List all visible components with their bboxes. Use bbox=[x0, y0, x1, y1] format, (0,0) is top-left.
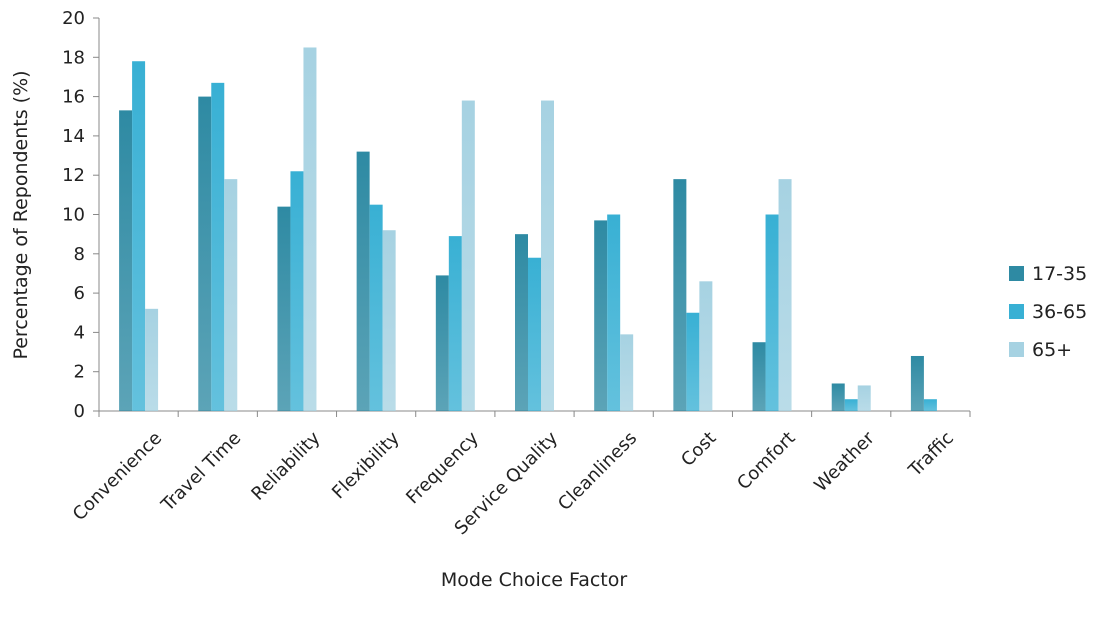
bar-36-65-convenience bbox=[132, 61, 146, 411]
bars bbox=[119, 47, 937, 411]
bar-17-35-flexibility bbox=[356, 151, 370, 411]
x-tick-label: Comfort bbox=[733, 428, 799, 494]
bar-17-35-comfort bbox=[752, 342, 766, 411]
y-tick-label: 6 bbox=[74, 283, 85, 304]
x-tick-label: Weather bbox=[810, 427, 879, 496]
bar-36-65-cleanliness bbox=[607, 214, 621, 411]
bar-17-35-reliability bbox=[277, 206, 291, 411]
x-tick-label: Traffic bbox=[904, 428, 958, 482]
bar-17-35-travel-time bbox=[198, 96, 212, 411]
legend-label: 17-35 bbox=[1032, 263, 1087, 285]
bar-17-35-convenience bbox=[119, 110, 133, 411]
bar-17-35-frequency bbox=[435, 275, 449, 411]
x-axis bbox=[98, 410, 971, 417]
y-tick-label: 4 bbox=[74, 322, 85, 343]
bar-17-35-weather bbox=[831, 383, 845, 411]
bar-65+-cost bbox=[699, 281, 713, 411]
y-tick-label: 18 bbox=[62, 47, 85, 68]
bar-36-65-traffic bbox=[923, 399, 937, 411]
legend-swatch bbox=[1009, 304, 1024, 319]
bar-17-35-cleanliness bbox=[594, 220, 608, 411]
y-axis-title: Percentage of Repondents (%) bbox=[10, 70, 32, 359]
bar-36-65-travel-time bbox=[211, 82, 225, 411]
legend-swatch bbox=[1009, 342, 1024, 357]
legend: 17-35 36-65 65+ bbox=[1009, 263, 1087, 361]
bar-36-65-weather bbox=[844, 399, 858, 411]
bar-17-35-service-quality bbox=[515, 234, 528, 411]
y-tick-label: 16 bbox=[62, 87, 85, 108]
bar-65+-flexibility bbox=[382, 230, 396, 411]
x-tick-label: Convenience bbox=[69, 428, 166, 525]
bar-65+-cleanliness bbox=[620, 334, 634, 411]
bar-65+-travel-time bbox=[224, 179, 238, 411]
x-tick-label: Frequency bbox=[402, 427, 483, 508]
bar-36-65-comfort bbox=[765, 214, 779, 411]
bar-65+-service-quality bbox=[541, 100, 554, 411]
legend-label: 65+ bbox=[1032, 339, 1072, 361]
bar-36-65-reliability bbox=[290, 171, 304, 411]
y-tick-label: 0 bbox=[74, 401, 85, 422]
legend-label: 36-65 bbox=[1032, 301, 1087, 323]
x-axis-title: Mode Choice Factor bbox=[441, 569, 628, 591]
x-tick-label: Reliability bbox=[247, 427, 324, 504]
bar-65+-reliability bbox=[303, 47, 317, 411]
bar-36-65-frequency bbox=[448, 236, 462, 411]
bar-17-35-cost bbox=[673, 179, 687, 411]
legend-swatch bbox=[1009, 266, 1024, 281]
x-tick-label: Cleanliness bbox=[554, 428, 641, 515]
y-tick-label: 20 bbox=[62, 8, 85, 29]
bar-65+-convenience bbox=[145, 308, 159, 411]
x-tick-label: Travel Time bbox=[157, 428, 246, 517]
bar-65+-frequency bbox=[461, 100, 475, 411]
y-tick-label: 12 bbox=[62, 165, 85, 186]
bar-65+-weather bbox=[857, 385, 871, 411]
bar-36-65-service-quality bbox=[528, 257, 541, 411]
x-tick-label: Cost bbox=[677, 428, 720, 471]
y-tick-label: 2 bbox=[74, 362, 85, 383]
y-tick-label: 8 bbox=[74, 244, 85, 265]
y-tick-label: 10 bbox=[62, 205, 85, 226]
y-axis: 0 2 4 6 8 10 12 14 16 18 20 bbox=[62, 8, 100, 422]
bar-36-65-cost bbox=[686, 312, 700, 411]
x-tick-label: Flexibility bbox=[328, 427, 404, 503]
bar-65+-comfort bbox=[778, 179, 792, 411]
y-tick-label: 14 bbox=[62, 126, 85, 147]
bar-36-65-flexibility bbox=[369, 204, 383, 411]
bar-17-35-traffic bbox=[910, 355, 924, 411]
